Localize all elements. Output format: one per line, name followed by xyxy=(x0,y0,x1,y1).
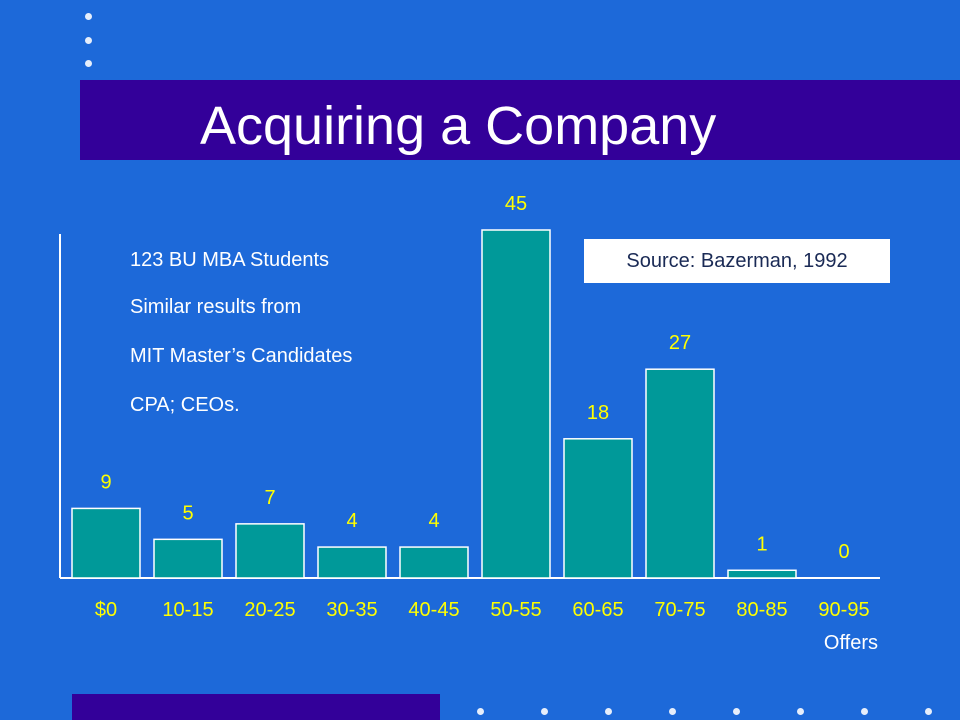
bullet-dot xyxy=(85,37,92,44)
bar-1 xyxy=(153,538,223,579)
source-box: Source: Bazerman, 1992 xyxy=(583,238,891,284)
x-axis-label: Offers xyxy=(823,632,878,654)
x-tick-label-6: 60-65 xyxy=(572,599,623,621)
bullet-dot xyxy=(477,708,484,715)
note-line-3: MIT Master’s Candidates xyxy=(130,345,353,367)
note-line-1: 123 BU MBA Students xyxy=(130,249,330,271)
bullet-dot xyxy=(541,708,548,715)
title-band xyxy=(80,80,960,160)
x-tick-label-7: 70-75 xyxy=(654,599,705,621)
bar-0 xyxy=(71,507,141,579)
x-tick-label-5: 50-55 xyxy=(490,599,541,621)
value-label-6: 18 xyxy=(587,402,609,424)
x-tick-label-4: 40-45 xyxy=(408,599,459,621)
x-tick-label-2: 20-25 xyxy=(244,599,295,621)
bar-4 xyxy=(399,546,469,579)
note-line-2: Similar results from xyxy=(130,296,302,318)
value-label-2: 7 xyxy=(264,487,275,509)
bullet-dot xyxy=(85,60,92,67)
note-line-4: CPA; CEOs. xyxy=(130,394,240,416)
x-tick-label-1: 10-15 xyxy=(162,599,213,621)
x-tick-label-8: 80-85 xyxy=(736,599,787,621)
bullet-dot xyxy=(669,708,676,715)
bar-6 xyxy=(563,438,633,579)
x-tick-label-9: 90-95 xyxy=(818,599,869,621)
value-label-0: 9 xyxy=(100,471,111,493)
value-label-8: 1 xyxy=(756,533,767,555)
bar-3 xyxy=(317,546,387,579)
bullet-dot xyxy=(797,708,804,715)
value-label-5: 45 xyxy=(505,193,527,215)
bar-8 xyxy=(727,569,797,579)
x-tick-label-0: $0 xyxy=(95,599,117,621)
value-label-3: 4 xyxy=(346,510,357,532)
x-tick-label-3: 30-35 xyxy=(326,599,377,621)
bullet-dot xyxy=(605,708,612,715)
bullet-dot xyxy=(925,708,932,715)
bullet-dot xyxy=(85,13,92,20)
value-label-7: 27 xyxy=(669,332,691,354)
bullet-dot xyxy=(733,708,740,715)
value-label-9: 0 xyxy=(838,541,849,563)
value-label-1: 5 xyxy=(182,502,193,524)
bullet-dot xyxy=(861,708,868,715)
bar-5 xyxy=(481,229,551,579)
value-label-4: 4 xyxy=(428,510,439,532)
bar-2 xyxy=(235,523,305,579)
bottom-band xyxy=(72,694,440,720)
slide-title: Acquiring a Company xyxy=(200,96,717,156)
bar-7 xyxy=(645,368,715,579)
